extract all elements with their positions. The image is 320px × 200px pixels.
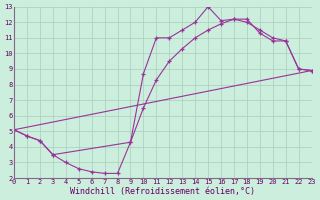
X-axis label: Windchill (Refroidissement éolien,°C): Windchill (Refroidissement éolien,°C) [70,187,255,196]
